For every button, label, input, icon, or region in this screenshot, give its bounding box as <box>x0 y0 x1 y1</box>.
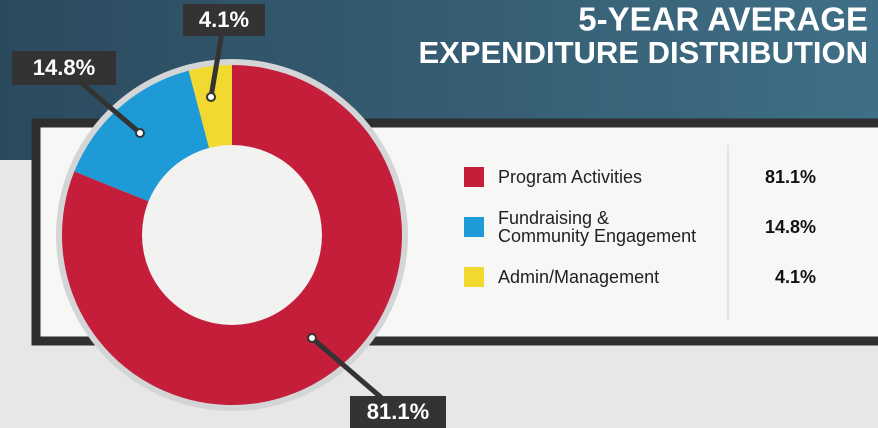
callout-box <box>12 51 116 85</box>
callout-dot <box>307 333 317 343</box>
callout-box <box>350 396 446 428</box>
donut-hole <box>142 145 322 325</box>
chart-title: EXPENDITURE DISTRIBUTION <box>418 35 868 70</box>
data-label: 81.1% <box>367 399 429 424</box>
legend-value: 81.1% <box>764 166 816 187</box>
legend-label: Program Activities <box>498 167 643 187</box>
donut-slice <box>188 65 232 149</box>
donut-slice <box>61 65 402 405</box>
legend-value: 14.8% <box>764 216 816 237</box>
legend-value: 4.1% <box>774 266 816 287</box>
data-label: 4.1% <box>199 7 249 32</box>
data-label: 14.8% <box>33 55 95 80</box>
legend-label: Admin/Management <box>498 267 660 287</box>
callout-dot <box>206 92 216 102</box>
chart-title: 5-YEAR AVERAGE <box>578 1 868 38</box>
callout-dot <box>135 128 145 138</box>
legend-item: Admin/Management 4.1% <box>452 252 824 302</box>
legend-item: Fundraising & Community Engagement 14.8% <box>452 202 824 252</box>
legend-swatch <box>464 267 484 287</box>
legend-swatch <box>464 217 484 237</box>
legend: Program Activities 81.1% Fundraising & Com… <box>452 152 824 302</box>
legend-swatch <box>464 167 484 187</box>
callout-box <box>183 4 265 36</box>
legend-label: Fundraising & Community Engagement <box>498 208 697 246</box>
legend-item: Program Activities 81.1% <box>452 152 824 202</box>
